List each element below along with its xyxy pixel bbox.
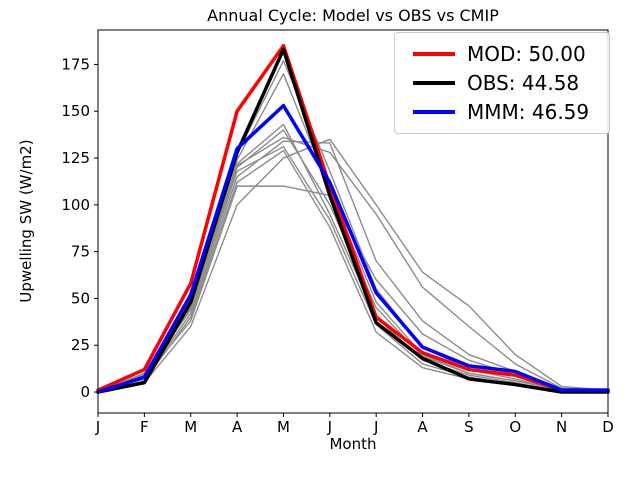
x-axis-label: Month bbox=[329, 435, 377, 453]
series-line-obs bbox=[96, 47, 610, 394]
legend-line-sample-obs bbox=[413, 81, 455, 85]
y-tick-label: 0 bbox=[80, 383, 90, 401]
series-line-cmip bbox=[97, 138, 609, 393]
x-tick-label: D bbox=[602, 418, 614, 436]
y-tick-label: 50 bbox=[71, 289, 90, 307]
legend-label-mmm: MMM: 46.59 bbox=[467, 100, 590, 124]
x-tick-label: J bbox=[373, 418, 378, 436]
legend-item-mod: MOD: 50.00 bbox=[405, 44, 599, 64]
legend-item-obs: OBS: 44.58 bbox=[405, 73, 599, 93]
series-line-mod bbox=[96, 43, 610, 392]
x-tick-label: A bbox=[417, 418, 428, 436]
x-tick-label: O bbox=[509, 418, 521, 436]
chart-title: Annual Cycle: Model vs OBS vs CMIP bbox=[207, 6, 499, 25]
x-tick-label: N bbox=[556, 418, 567, 436]
legend-label-obs: OBS: 44.58 bbox=[467, 71, 580, 95]
legend-item-mmm: MMM: 46.59 bbox=[405, 102, 599, 122]
y-tick-label: 125 bbox=[61, 149, 90, 167]
y-tick-label: 25 bbox=[71, 336, 90, 354]
series-line-mmm bbox=[96, 103, 610, 394]
legend-line-sample-mmm bbox=[413, 110, 455, 114]
y-tick-label: 175 bbox=[61, 55, 90, 73]
series-line-cmip bbox=[97, 185, 609, 393]
axes-spines bbox=[97, 29, 609, 414]
x-tick-label: M bbox=[184, 418, 197, 436]
x-tick-label: A bbox=[232, 418, 243, 436]
x-tick-label: J bbox=[95, 418, 100, 436]
y-tick-label: 100 bbox=[61, 196, 90, 214]
x-tick-label: S bbox=[464, 418, 474, 436]
legend-line-sample-mod bbox=[413, 52, 455, 56]
x-tick-label: J bbox=[327, 418, 332, 436]
x-tick-label: M bbox=[277, 418, 290, 436]
x-tick-label: F bbox=[140, 418, 149, 436]
y-tick-label: 75 bbox=[71, 243, 90, 261]
y-tick-label: 150 bbox=[61, 102, 90, 120]
y-axis-label: Upwelling SW (W/m2) bbox=[17, 139, 35, 303]
legend: MOD: 50.00 OBS: 44.58 MMM: 46.59 bbox=[394, 32, 610, 134]
legend-label-mod: MOD: 50.00 bbox=[467, 42, 586, 66]
